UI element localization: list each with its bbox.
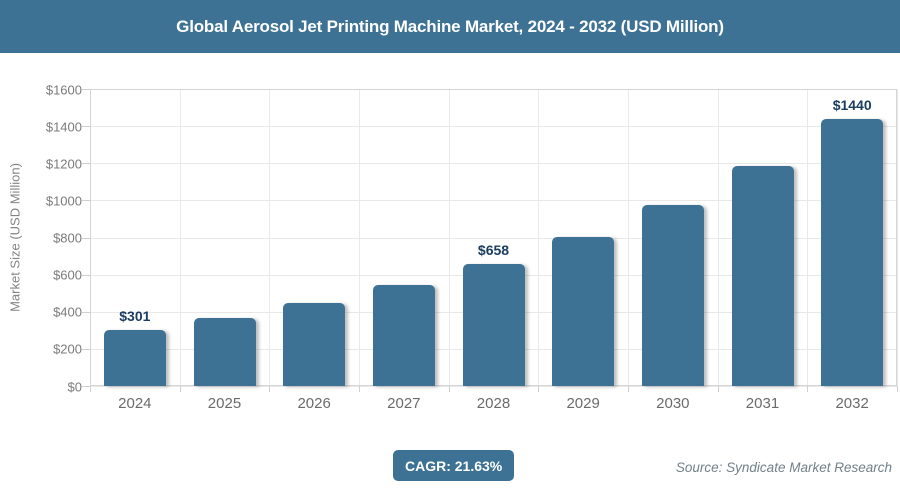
x-axis-label: 2025 — [207, 395, 242, 412]
bar-value-label: $1440 — [832, 96, 872, 113]
gridline-v — [448, 89, 450, 386]
bar-2030 — [641, 205, 704, 386]
gridline-v — [179, 89, 181, 386]
source-text: Source: Syndicate Market Research — [675, 460, 892, 475]
y-axis-tick — [82, 200, 90, 202]
y-axis-label: $200 — [53, 341, 82, 357]
chart-title-bar: Global Aerosol Jet Printing Machine Mark… — [0, 0, 900, 53]
x-axis-tick — [538, 386, 540, 392]
bar-2029 — [552, 237, 615, 386]
chart-footer: CAGR: 21.63% Source: Syndicate Market Re… — [0, 440, 900, 500]
x-axis-tick — [269, 386, 271, 392]
bar-2027 — [372, 285, 435, 386]
bar-2032 — [821, 118, 884, 386]
bar-2031 — [731, 166, 794, 386]
gridline-h — [90, 126, 897, 128]
x-axis-label: 2028 — [476, 395, 511, 412]
y-axis-label: $1000 — [45, 193, 82, 209]
x-axis-label: 2032 — [835, 395, 869, 412]
x-axis-label: 2030 — [656, 395, 690, 412]
gridline-v — [538, 89, 540, 386]
gridline-h — [90, 163, 897, 165]
x-axis-tick — [807, 386, 809, 392]
y-axis-tick — [82, 126, 90, 128]
chart-title: Global Aerosol Jet Printing Machine Mark… — [176, 16, 724, 36]
x-axis-label: 2026 — [297, 395, 331, 412]
x-axis-tick — [717, 386, 719, 392]
y-axis-label: $1400 — [45, 119, 82, 135]
x-axis-label: 2024 — [118, 395, 152, 412]
y-axis-tick — [82, 163, 90, 165]
y-axis-label: $0 — [67, 379, 82, 394]
cagr-badge: CAGR: 21.63% — [393, 450, 515, 481]
gridline-v — [807, 89, 809, 386]
bar-2025 — [193, 318, 256, 386]
y-axis-tick — [82, 89, 90, 90]
bar-2026 — [283, 303, 346, 386]
bar-value-label: $301 — [119, 308, 151, 325]
gridline-v — [628, 89, 629, 386]
x-axis-tick — [628, 386, 629, 392]
y-axis-title: Market Size (USD Million) — [7, 163, 23, 312]
x-axis-tick — [90, 386, 91, 392]
y-axis-label: $400 — [53, 304, 82, 320]
y-axis-label: $600 — [53, 267, 82, 283]
y-axis-tick — [82, 348, 90, 350]
gridline-h — [90, 237, 897, 239]
gridline-h — [90, 200, 897, 202]
gridline-v — [359, 89, 360, 386]
gridline-v — [897, 89, 898, 386]
x-axis-label: 2027 — [387, 395, 421, 412]
y-axis-label: $1600 — [45, 82, 82, 97]
y-axis-tick — [82, 311, 90, 313]
y-axis-tick — [82, 274, 90, 276]
y-axis-tick — [82, 237, 90, 239]
y-axis-label: $1200 — [45, 156, 82, 172]
y-axis-label: $800 — [53, 230, 82, 246]
x-axis-tick — [448, 386, 450, 392]
bar-2028 — [462, 263, 525, 386]
gridline-v — [717, 89, 719, 386]
x-axis-tick — [179, 386, 181, 392]
bar-value-label: $658 — [477, 241, 510, 258]
x-axis-label: 2031 — [745, 395, 780, 412]
bar-2024 — [103, 330, 166, 386]
y-axis-tick — [82, 386, 90, 387]
x-axis-tick — [897, 386, 898, 392]
gridline-v — [269, 89, 271, 386]
x-axis-label: 2029 — [566, 395, 600, 412]
x-axis-tick — [359, 386, 360, 392]
gridline-h — [90, 386, 897, 387]
